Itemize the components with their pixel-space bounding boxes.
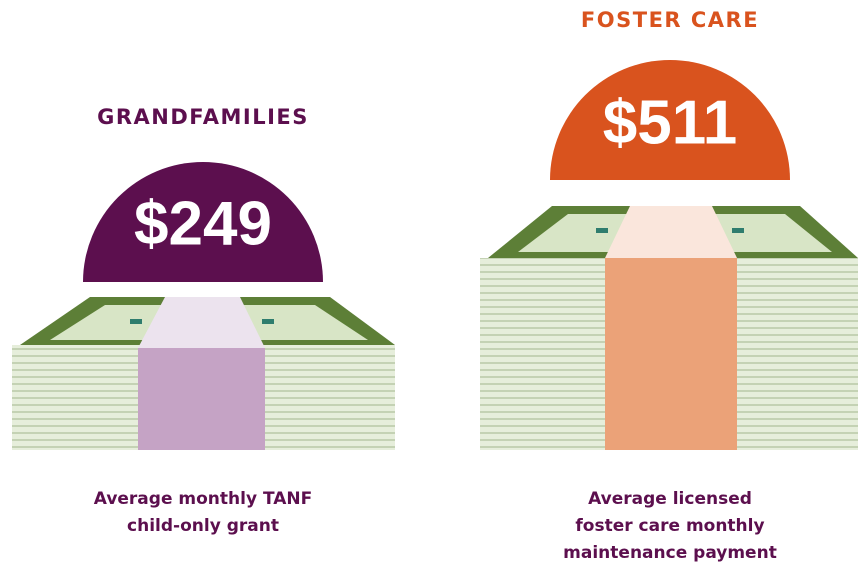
bill-mark — [596, 228, 608, 233]
amount: $511 — [603, 88, 738, 157]
heading: FOSTER CARE — [581, 8, 759, 32]
band — [605, 258, 737, 450]
amount: $249 — [134, 189, 272, 258]
caption: Average licensed — [588, 489, 752, 509]
grandfamilies-panel: GRANDFAMILIES $249 Average monthly TANF … — [12, 105, 395, 536]
band — [138, 348, 265, 450]
bill-mark — [262, 319, 274, 324]
infographic: GRANDFAMILIES $249 Average monthly TANF … — [0, 0, 858, 564]
caption: foster care monthly — [575, 516, 764, 536]
bill-mark — [130, 319, 142, 324]
bill-mark — [732, 228, 744, 233]
foster-care-panel: FOSTER CARE $511 Average licensed foster… — [480, 8, 858, 563]
caption: maintenance payment — [563, 543, 777, 563]
caption: child-only grant — [127, 516, 279, 536]
caption: Average monthly TANF — [94, 489, 312, 509]
heading: GRANDFAMILIES — [97, 105, 309, 129]
